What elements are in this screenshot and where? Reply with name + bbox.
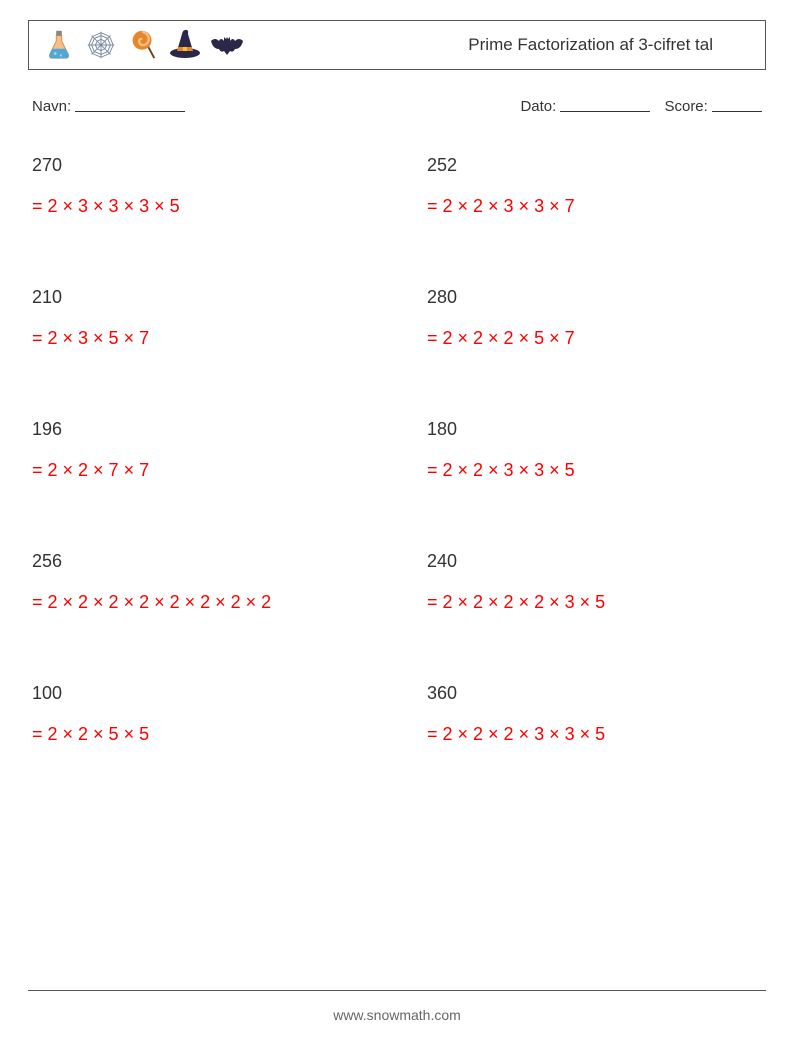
problem-answer: = 2 × 3 × 3 × 3 × 5 (32, 196, 387, 217)
footer-divider (28, 990, 766, 991)
problem-right: 180 = 2 × 2 × 3 × 3 × 5 (407, 419, 762, 481)
problem-left: 256 = 2 × 2 × 2 × 2 × 2 × 2 × 2 × 2 (32, 551, 387, 613)
date-label: Dato: (520, 98, 556, 115)
date-field: Dato: (520, 98, 650, 115)
footer-url: www.snowmath.com (0, 1007, 794, 1023)
problem-number: 180 (427, 419, 762, 440)
page-title: Prime Factorization af 3-cifret tal (468, 35, 753, 55)
problem-answer: = 2 × 2 × 5 × 5 (32, 724, 387, 745)
name-label: Navn: (32, 98, 71, 115)
problem-number: 252 (427, 155, 762, 176)
problem-number: 360 (427, 683, 762, 704)
icon-row (41, 27, 245, 63)
problem-answer: = 2 × 3 × 5 × 7 (32, 328, 387, 349)
problem-answer: = 2 × 2 × 3 × 3 × 7 (427, 196, 762, 217)
score-field: Score: (664, 98, 762, 115)
problem-left: 100 = 2 × 2 × 5 × 5 (32, 683, 387, 745)
problem-answer: = 2 × 2 × 7 × 7 (32, 460, 387, 481)
problem-left: 270 = 2 × 3 × 3 × 3 × 5 (32, 155, 387, 217)
problem-right: 252 = 2 × 2 × 3 × 3 × 7 (407, 155, 762, 217)
problem-number: 210 (32, 287, 387, 308)
problem-number: 280 (427, 287, 762, 308)
problem-number: 256 (32, 551, 387, 572)
lollipop-icon (125, 27, 161, 63)
problem-left: 196 = 2 × 2 × 7 × 7 (32, 419, 387, 481)
problems-grid: 270 = 2 × 3 × 3 × 3 × 5 252 = 2 × 2 × 3 × 3… (28, 155, 766, 745)
problem-answer: = 2 × 2 × 3 × 3 × 5 (427, 460, 762, 481)
witch-hat-icon (167, 27, 203, 63)
score-label: Score: (664, 98, 707, 115)
problem-number: 240 (427, 551, 762, 572)
header-box: Prime Factorization af 3-cifret tal (28, 20, 766, 70)
problem-right: 240 = 2 × 2 × 2 × 2 × 3 × 5 (407, 551, 762, 613)
spiderweb-icon (83, 27, 119, 63)
problem-number: 270 (32, 155, 387, 176)
date-underline (560, 111, 650, 112)
problem-right: 360 = 2 × 2 × 2 × 3 × 3 × 5 (407, 683, 762, 745)
problem-number: 196 (32, 419, 387, 440)
name-field: Navn: (32, 98, 185, 115)
problem-answer: = 2 × 2 × 2 × 5 × 7 (427, 328, 762, 349)
bat-icon (209, 27, 245, 63)
meta-right: Dato: Score: (520, 98, 762, 115)
problem-right: 280 = 2 × 2 × 2 × 5 × 7 (407, 287, 762, 349)
name-underline (75, 111, 185, 112)
meta-row: Navn: Dato: Score: (28, 98, 766, 115)
problem-answer: = 2 × 2 × 2 × 2 × 3 × 5 (427, 592, 762, 613)
problem-answer: = 2 × 2 × 2 × 3 × 3 × 5 (427, 724, 762, 745)
problem-number: 100 (32, 683, 387, 704)
flask-icon (41, 27, 77, 63)
problem-left: 210 = 2 × 3 × 5 × 7 (32, 287, 387, 349)
score-underline (712, 111, 762, 112)
problem-answer: = 2 × 2 × 2 × 2 × 2 × 2 × 2 × 2 (32, 592, 387, 613)
